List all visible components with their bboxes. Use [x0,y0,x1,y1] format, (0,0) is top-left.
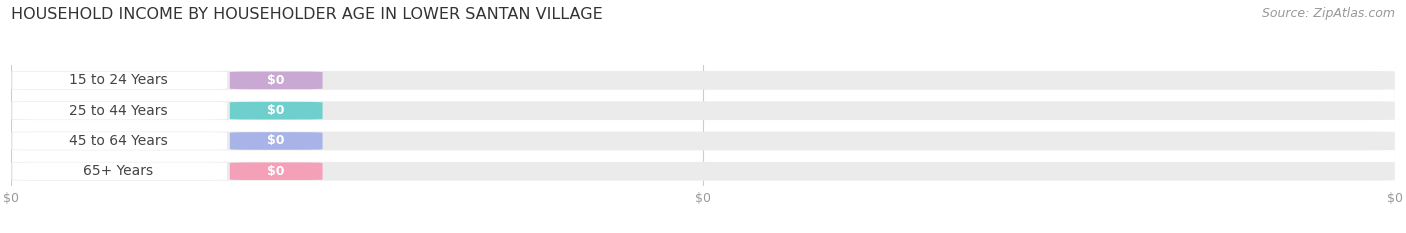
FancyBboxPatch shape [229,162,322,180]
Text: 25 to 44 Years: 25 to 44 Years [69,104,167,118]
Text: 45 to 64 Years: 45 to 64 Years [69,134,167,148]
Text: 15 to 24 Years: 15 to 24 Years [69,73,167,87]
Text: $0: $0 [267,165,285,178]
FancyBboxPatch shape [11,162,1395,181]
FancyBboxPatch shape [13,162,228,180]
FancyBboxPatch shape [13,72,228,89]
FancyBboxPatch shape [229,72,322,89]
Text: $0: $0 [267,104,285,117]
FancyBboxPatch shape [229,132,322,150]
FancyBboxPatch shape [13,102,228,120]
FancyBboxPatch shape [13,132,228,150]
FancyBboxPatch shape [11,132,1395,150]
Text: $0: $0 [267,74,285,87]
Text: $0: $0 [267,134,285,147]
FancyBboxPatch shape [11,71,1395,90]
FancyBboxPatch shape [229,102,322,120]
Text: 65+ Years: 65+ Years [83,164,153,178]
FancyBboxPatch shape [11,101,1395,120]
Text: HOUSEHOLD INCOME BY HOUSEHOLDER AGE IN LOWER SANTAN VILLAGE: HOUSEHOLD INCOME BY HOUSEHOLDER AGE IN L… [11,7,603,22]
Text: Source: ZipAtlas.com: Source: ZipAtlas.com [1261,7,1395,20]
